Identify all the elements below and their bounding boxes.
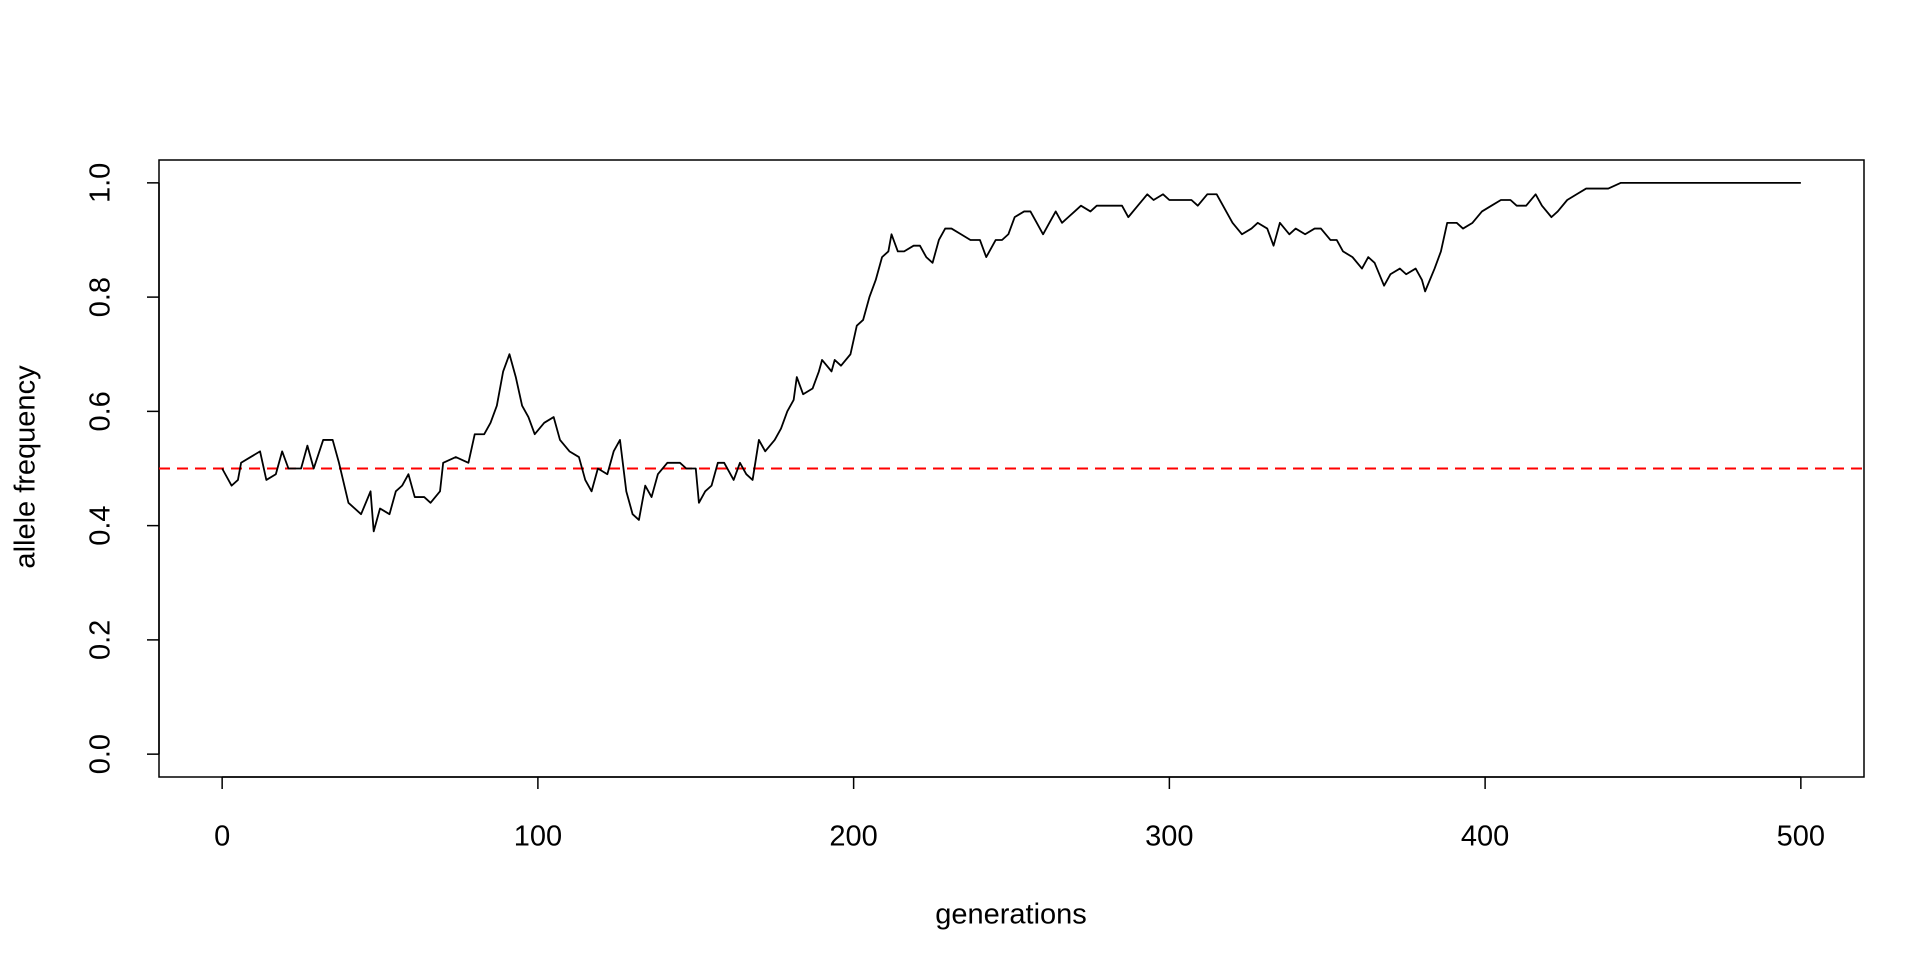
x-tick-label: 0 bbox=[214, 821, 230, 853]
y-tick-label: 0.0 bbox=[85, 734, 117, 774]
x-tick-label: 300 bbox=[1145, 821, 1193, 853]
y-tick-label: 0.2 bbox=[85, 620, 117, 660]
data-line bbox=[221, 181, 1801, 533]
y-tick-label: 0.4 bbox=[85, 505, 117, 545]
x-tick-label: 400 bbox=[1461, 821, 1509, 853]
y-tick-label: 1.0 bbox=[85, 163, 117, 203]
y-tick-label: 0.6 bbox=[85, 391, 117, 431]
y-axis-label: allele frequency bbox=[10, 365, 42, 569]
x-tick-label: 200 bbox=[829, 821, 877, 853]
x-tick-label: 100 bbox=[514, 821, 562, 853]
y-tick-label: 0.8 bbox=[85, 277, 117, 317]
x-tick-label: 500 bbox=[1777, 821, 1825, 853]
x-axis-label: generations bbox=[935, 899, 1087, 931]
